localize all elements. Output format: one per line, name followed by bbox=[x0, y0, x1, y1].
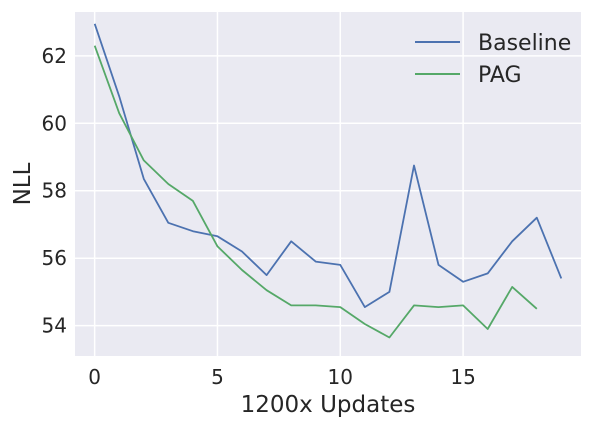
x-tick-label: 10 bbox=[328, 365, 353, 389]
y-tick-labels: 54 56 58 60 62 bbox=[42, 44, 67, 338]
grid-lines bbox=[75, 12, 581, 356]
x-tick-label: 15 bbox=[450, 365, 475, 389]
series-lines bbox=[93, 23, 563, 339]
series-line-pag bbox=[93, 45, 538, 339]
y-tick-label: 60 bbox=[42, 111, 67, 135]
y-axis-label: NLL bbox=[10, 162, 36, 205]
y-tick-label: 62 bbox=[42, 44, 67, 68]
legend-label-pag: PAG bbox=[478, 63, 522, 88]
x-tick-label: 0 bbox=[88, 365, 101, 389]
y-tick-label: 56 bbox=[42, 246, 67, 270]
series-line-baseline bbox=[93, 23, 563, 309]
x-tick-label: 5 bbox=[211, 365, 224, 389]
legend-label-baseline: Baseline bbox=[478, 31, 571, 56]
x-axis-label: 1200x Updates bbox=[241, 392, 416, 418]
x-tick-labels: 0 5 10 15 bbox=[88, 365, 476, 389]
legend: Baseline PAG bbox=[415, 31, 571, 88]
y-tick-label: 54 bbox=[42, 314, 67, 338]
y-tick-label: 58 bbox=[42, 179, 67, 203]
plot-background bbox=[75, 12, 581, 356]
